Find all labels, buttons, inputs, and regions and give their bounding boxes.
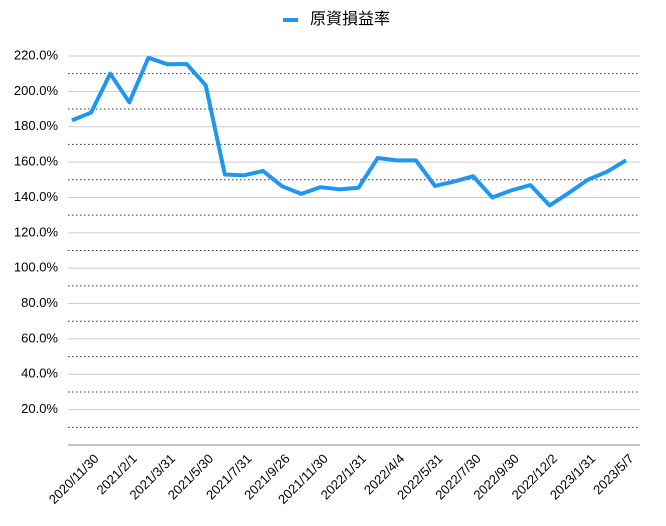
y-tick-label: 40.0% [21, 366, 58, 381]
y-tick-label: 80.0% [21, 295, 58, 310]
legend-label: 原資損益率 [310, 10, 390, 28]
y-tick-label: 220.0% [14, 47, 59, 62]
y-tick-label: 60.0% [21, 330, 58, 345]
y-tick-label: 140.0% [14, 189, 59, 204]
y-tick-label: 200.0% [14, 83, 59, 98]
x-tick-label: 2020/11/30 [46, 451, 102, 507]
y-tick-label: 180.0% [14, 118, 59, 133]
y-tick-label: 100.0% [14, 260, 59, 275]
y-tick-label: 160.0% [14, 154, 59, 169]
x-tick-label: 2023/5/7 [590, 451, 636, 497]
y-tick-label: 120.0% [14, 224, 59, 239]
data-line [71, 55, 628, 208]
y-tick-label: 20.0% [21, 401, 58, 416]
